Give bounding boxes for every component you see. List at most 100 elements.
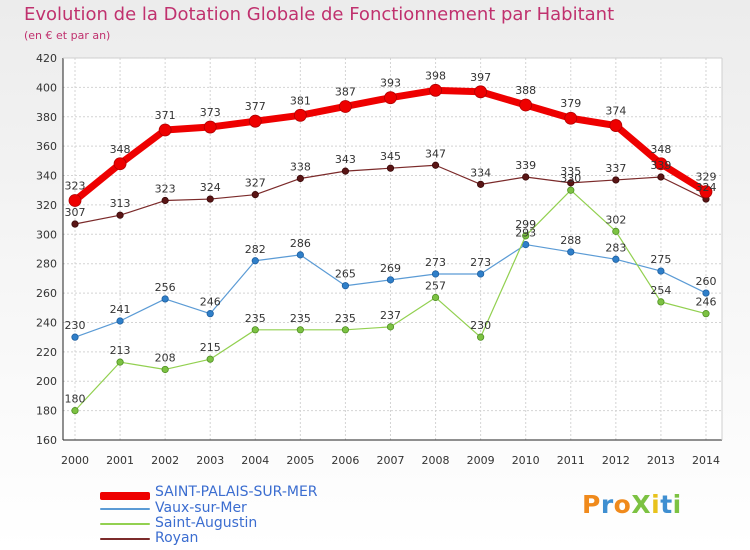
data-label-saint-palais: 381 bbox=[290, 94, 311, 107]
point-saint-augustin bbox=[612, 227, 620, 235]
point-saint-augustin bbox=[431, 293, 440, 302]
data-label-saint-augustin: 215 bbox=[200, 341, 221, 354]
point-saint-augustin bbox=[71, 407, 79, 415]
y-tick-label: 160 bbox=[36, 434, 57, 447]
data-label-royan: 323 bbox=[155, 183, 176, 196]
y-tick-label: 260 bbox=[36, 287, 57, 300]
data-label-royan: 307 bbox=[65, 206, 86, 219]
point-vaux-sur-mer bbox=[116, 317, 124, 325]
point-vaux-sur-mer bbox=[161, 295, 169, 303]
legend-label-royan: Royan bbox=[155, 530, 199, 546]
logo-letter: r bbox=[600, 490, 614, 519]
point-royan bbox=[386, 164, 395, 172]
data-label-saint-augustin: 330 bbox=[560, 172, 581, 185]
point-royan bbox=[251, 191, 259, 199]
data-label-royan: 345 bbox=[380, 150, 401, 163]
data-label-vaux-sur-mer: 273 bbox=[425, 256, 446, 269]
x-tick-label: 2008 bbox=[422, 454, 450, 467]
data-label-saint-augustin: 257 bbox=[425, 279, 446, 292]
point-saint-palais bbox=[519, 98, 533, 112]
logo-letter: t bbox=[660, 490, 673, 519]
point-royan bbox=[477, 180, 485, 188]
point-saint-palais bbox=[203, 120, 217, 134]
data-label-vaux-sur-mer: 282 bbox=[245, 243, 266, 256]
point-saint-augustin bbox=[206, 355, 214, 363]
point-royan bbox=[341, 167, 350, 175]
data-label-royan: 313 bbox=[110, 197, 131, 210]
point-saint-palais bbox=[248, 114, 262, 128]
point-saint-augustin bbox=[116, 358, 124, 366]
data-label-vaux-sur-mer: 265 bbox=[335, 268, 356, 281]
point-saint-palais bbox=[474, 85, 488, 99]
data-label-vaux-sur-mer: 260 bbox=[695, 275, 716, 288]
data-label-saint-augustin: 180 bbox=[65, 393, 86, 406]
data-label-royan: 324 bbox=[695, 181, 716, 194]
point-vaux-sur-mer bbox=[431, 270, 440, 278]
chart-subtitle: (en € et par an) bbox=[24, 29, 111, 42]
y-tick-label: 180 bbox=[36, 405, 57, 418]
x-tick-label: 2002 bbox=[151, 454, 179, 467]
data-label-vaux-sur-mer: 241 bbox=[110, 303, 131, 316]
chart-title: Evolution de la Dotation Globale de Fonc… bbox=[24, 4, 615, 25]
legend-swatch-saint-palais bbox=[100, 492, 150, 500]
y-tick-label: 240 bbox=[36, 316, 57, 329]
y-tick-label: 400 bbox=[36, 81, 57, 94]
data-label-royan: 343 bbox=[335, 153, 356, 166]
point-saint-augustin bbox=[161, 365, 169, 374]
data-label-royan: 324 bbox=[200, 181, 221, 194]
point-royan bbox=[522, 173, 530, 181]
data-label-saint-augustin: 235 bbox=[335, 312, 356, 325]
point-saint-palais bbox=[564, 111, 578, 125]
y-tick-label: 340 bbox=[36, 170, 57, 183]
data-label-saint-augustin: 237 bbox=[380, 309, 401, 322]
data-label-saint-palais: 348 bbox=[650, 143, 671, 156]
point-vaux-sur-mer bbox=[612, 255, 620, 263]
data-label-royan: 337 bbox=[605, 162, 626, 175]
point-saint-palais bbox=[429, 83, 442, 97]
legend-label-vaux-sur-mer: Vaux-sur-Mer bbox=[155, 500, 247, 516]
y-tick-label: 280 bbox=[36, 258, 57, 271]
x-tick-label: 2001 bbox=[106, 454, 134, 467]
data-label-saint-palais: 374 bbox=[605, 105, 626, 118]
data-label-saint-palais: 388 bbox=[515, 84, 536, 97]
point-royan bbox=[612, 176, 620, 184]
data-label-saint-palais: 393 bbox=[380, 77, 401, 90]
x-tick-label: 2010 bbox=[512, 454, 540, 467]
data-label-royan: 327 bbox=[245, 177, 266, 190]
data-label-saint-augustin: 254 bbox=[650, 284, 671, 297]
data-label-vaux-sur-mer: 286 bbox=[290, 237, 311, 250]
x-tick-label: 2007 bbox=[376, 454, 404, 467]
point-saint-palais bbox=[293, 108, 307, 122]
legend-swatch-royan bbox=[100, 538, 150, 540]
data-label-royan: 338 bbox=[290, 160, 311, 173]
data-label-vaux-sur-mer: 256 bbox=[155, 281, 176, 294]
data-label-vaux-sur-mer: 293 bbox=[515, 227, 536, 240]
point-saint-palais bbox=[609, 119, 623, 132]
point-royan bbox=[296, 174, 304, 183]
data-label-saint-palais: 397 bbox=[470, 71, 491, 84]
data-label-vaux-sur-mer: 288 bbox=[560, 234, 581, 247]
y-tick-label: 220 bbox=[36, 346, 57, 359]
point-royan bbox=[657, 173, 665, 181]
point-saint-palais bbox=[158, 123, 172, 137]
data-label-saint-augustin: 213 bbox=[110, 344, 131, 357]
data-label-royan: 339 bbox=[515, 159, 536, 172]
data-label-saint-palais: 387 bbox=[335, 85, 356, 98]
data-label-vaux-sur-mer: 283 bbox=[605, 241, 626, 254]
point-royan bbox=[116, 211, 124, 219]
point-vaux-sur-mer bbox=[386, 276, 395, 284]
point-saint-palais bbox=[654, 157, 668, 171]
legend-swatch-saint-augustin bbox=[100, 523, 150, 525]
y-tick-label: 300 bbox=[36, 228, 57, 241]
logo-letter: X bbox=[631, 490, 652, 519]
point-saint-palais bbox=[113, 157, 127, 171]
point-saint-augustin bbox=[567, 186, 575, 194]
point-saint-augustin bbox=[522, 232, 530, 240]
point-vaux-sur-mer bbox=[71, 333, 79, 341]
logo-letter: P bbox=[582, 490, 601, 519]
data-label-saint-palais: 398 bbox=[425, 69, 446, 82]
point-saint-augustin bbox=[657, 298, 665, 306]
y-tick-label: 320 bbox=[36, 199, 57, 212]
x-tick-label: 2003 bbox=[196, 454, 224, 467]
data-label-saint-palais: 371 bbox=[155, 109, 176, 122]
